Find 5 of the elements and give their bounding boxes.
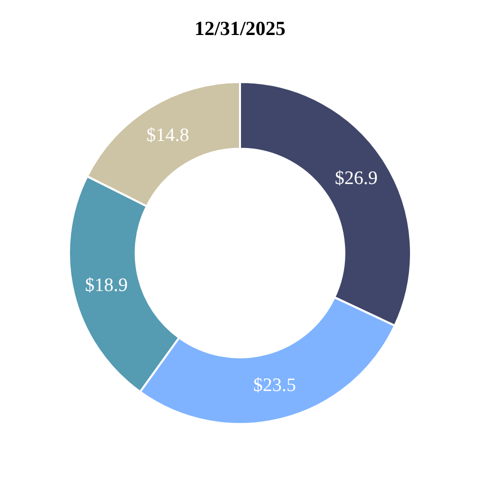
data-label: $18.9 xyxy=(84,274,128,296)
data-label: $26.9 xyxy=(334,168,378,190)
data-label: $14.8 xyxy=(146,124,190,146)
chart-title: 12/31/2025 xyxy=(194,18,286,40)
data-label: $23.5 xyxy=(253,375,296,396)
